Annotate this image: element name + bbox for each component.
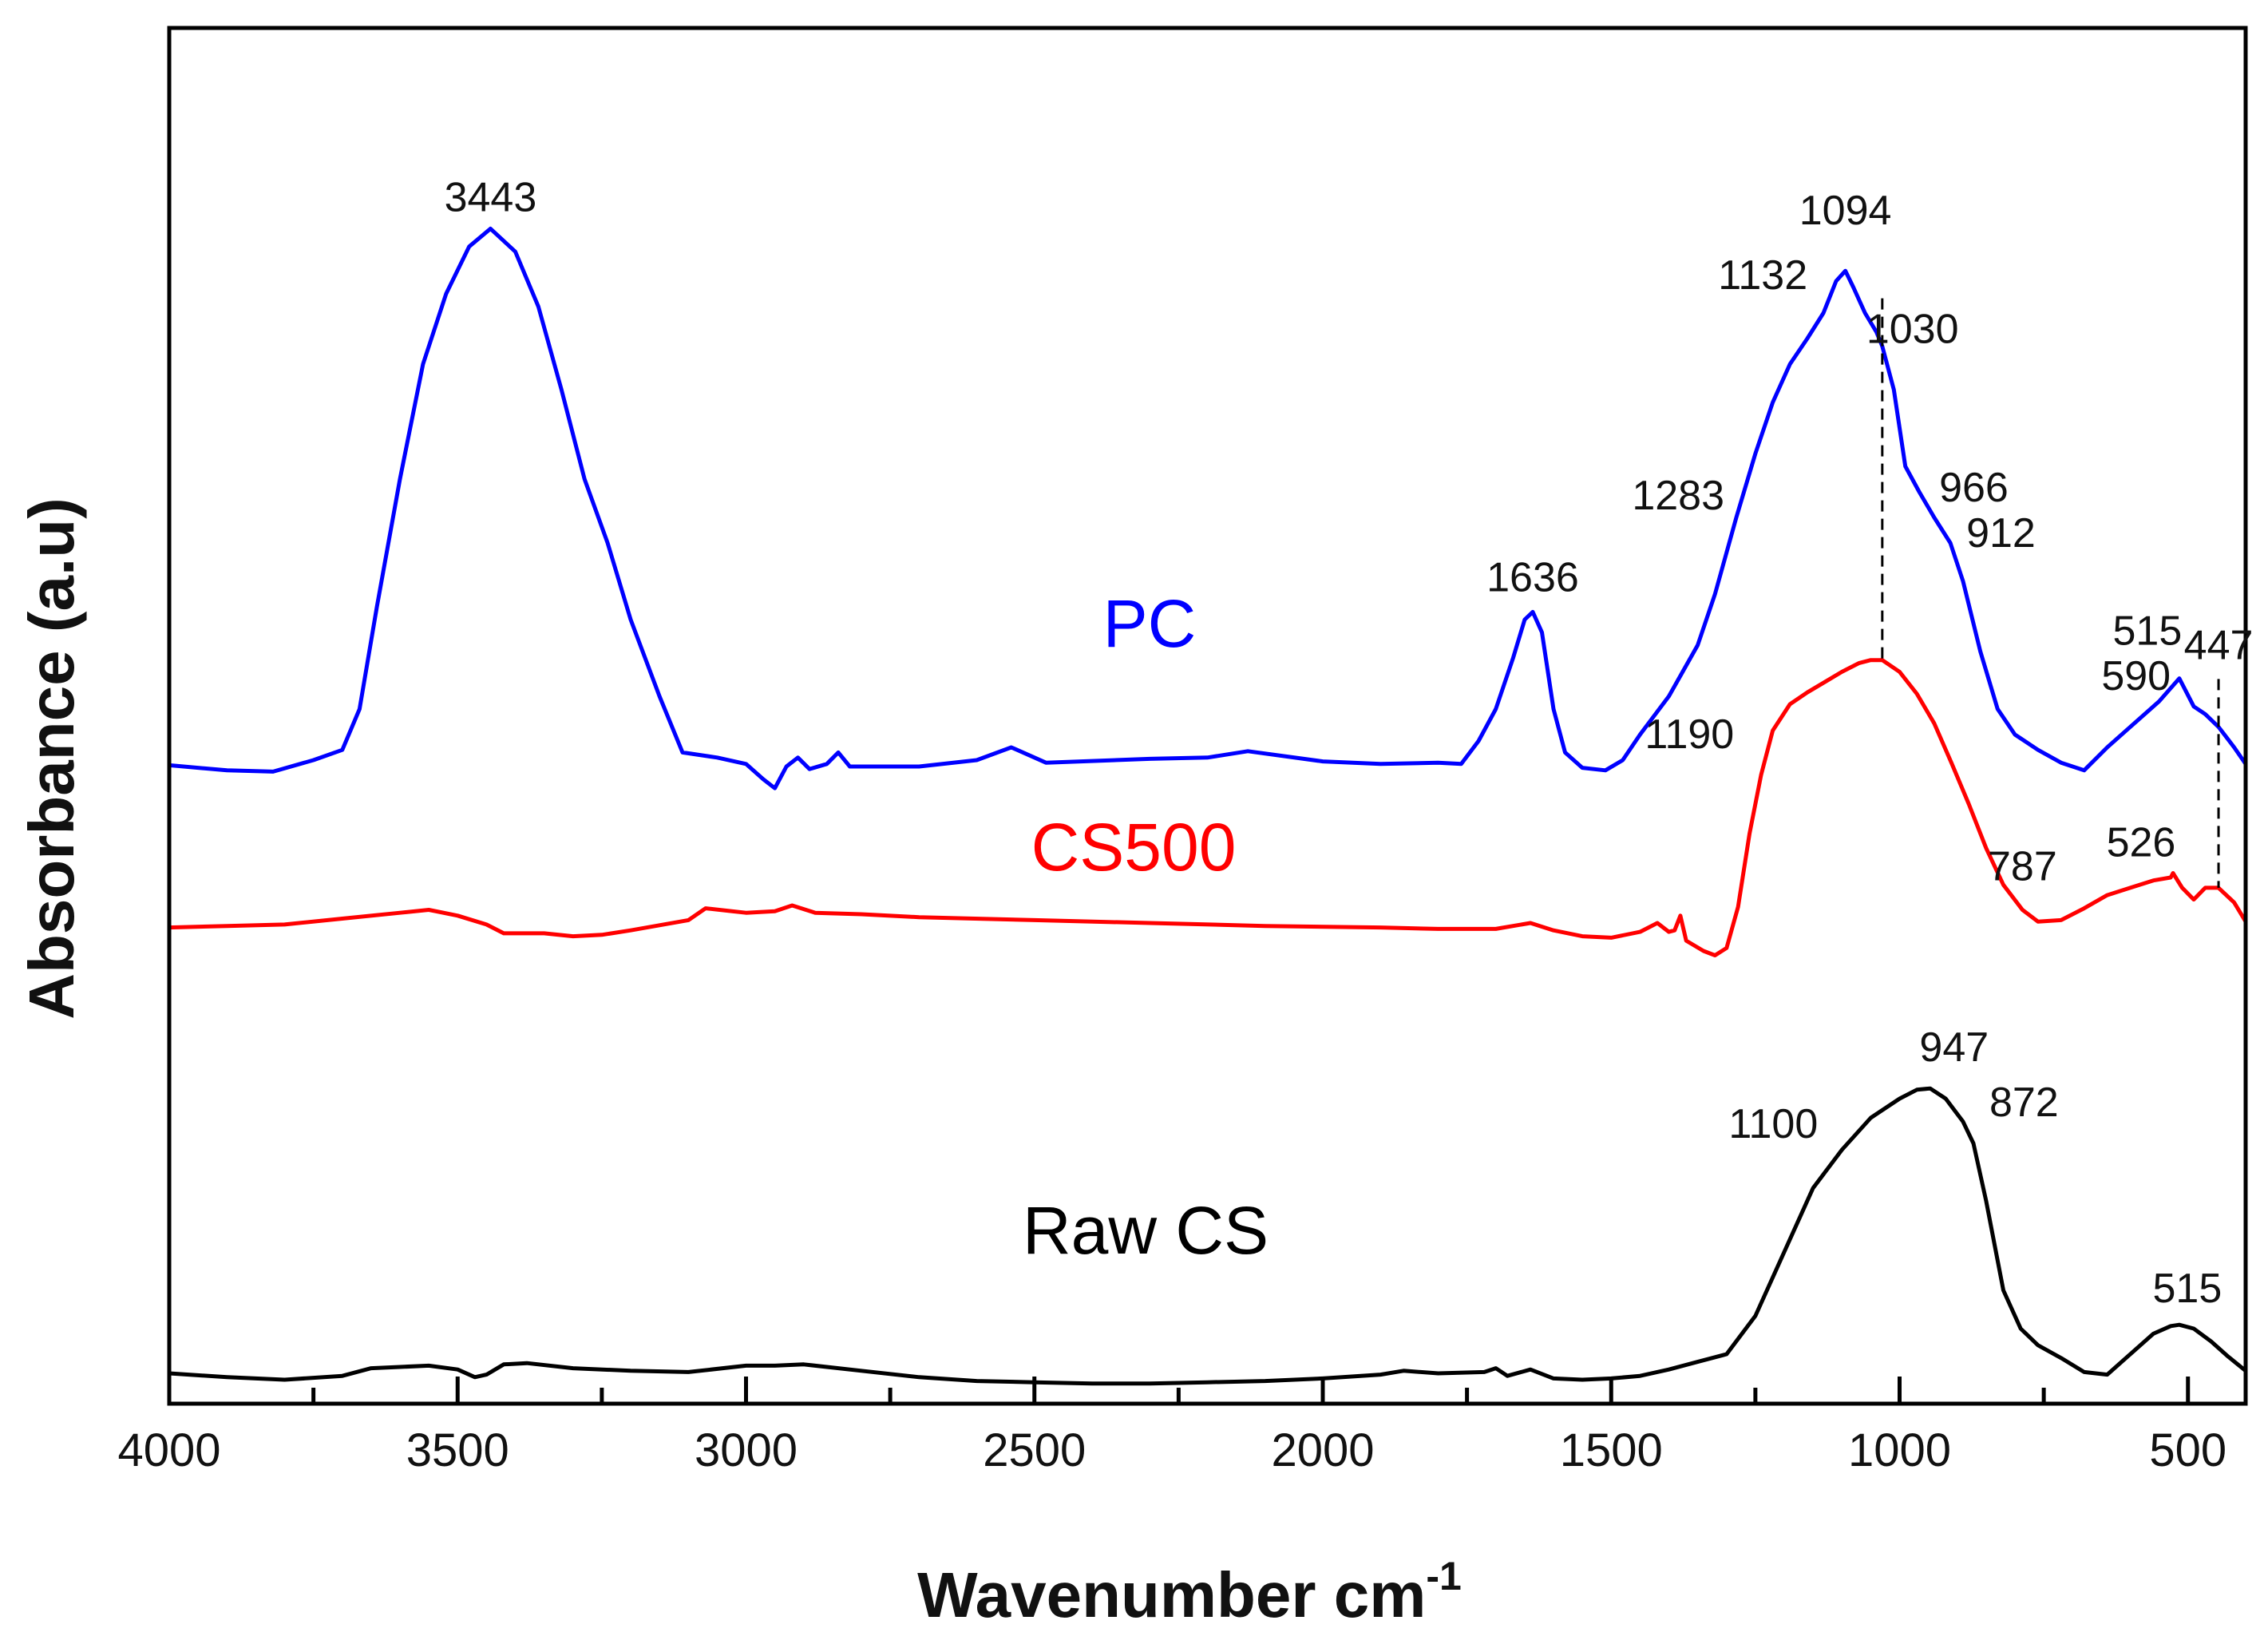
series-line-raw-cs xyxy=(168,1086,2247,1386)
x-tick-label: 1000 xyxy=(1848,1424,1951,1476)
series-line-cs500 xyxy=(168,658,2248,957)
series-label-pc: PC xyxy=(1103,586,1197,661)
x-axis-title-superscript: -1 xyxy=(1426,1554,1461,1598)
peak-label-raw-cs: 1100 xyxy=(1728,1101,1818,1147)
peak-label-cs500: 787 xyxy=(1988,843,2057,889)
peak-label-pc: 912 xyxy=(1966,510,2036,557)
peak-label-raw-cs: 515 xyxy=(2153,1266,2222,1312)
peak-label-pc: 1094 xyxy=(1799,188,1892,234)
x-axis: 4000 3500 3000 2500 2000 1500 1000 500 xyxy=(117,1377,2226,1476)
peak-label-pc: 3443 xyxy=(445,174,537,220)
x-tick-label: 3000 xyxy=(695,1424,798,1476)
series-label-raw-cs: Raw CS xyxy=(1023,1193,1269,1268)
series-layer xyxy=(168,226,2248,1386)
peak-label-raw-cs: 947 xyxy=(1919,1024,1989,1071)
x-axis-title: Wavenumber cm-1 xyxy=(917,1554,1462,1630)
y-axis-title: Absorbance (a.u) xyxy=(16,497,87,1019)
peak-label-pc: 515 xyxy=(2113,608,2183,655)
peak-label-cs500: 1190 xyxy=(1645,711,1734,758)
peak-label-pc: 1636 xyxy=(1486,554,1579,600)
annotation-layer: PC CS500 Raw CS 3443 1636 1283 1132 1094 1030 966… xyxy=(445,174,2254,1312)
peak-label-pc: 1283 xyxy=(1632,473,1724,519)
peak-label-cs500: 526 xyxy=(2107,819,2176,866)
x-tick-label: 2000 xyxy=(1271,1424,1374,1476)
series-label-cs500: CS500 xyxy=(1031,810,1237,885)
guide-layer xyxy=(1881,298,2220,888)
peak-label-raw-cs: 872 xyxy=(1989,1080,2059,1126)
series-line-pc xyxy=(168,226,2248,790)
x-tick-label: 4000 xyxy=(117,1424,220,1476)
peak-label-pc: 590 xyxy=(2101,653,2171,699)
peak-label-pc: 1030 xyxy=(1866,307,1959,353)
plot-frame xyxy=(167,26,2248,1406)
peak-label-pc: 966 xyxy=(1939,465,2009,511)
x-tick-label: 2500 xyxy=(983,1424,1086,1476)
x-tick-label: 500 xyxy=(2149,1424,2226,1476)
peak-label-pc: 1132 xyxy=(1718,252,1807,299)
peak-label-pc: 447 xyxy=(2184,622,2254,668)
x-tick-label: 1500 xyxy=(1560,1424,1663,1476)
x-tick-label: 3500 xyxy=(406,1424,509,1476)
